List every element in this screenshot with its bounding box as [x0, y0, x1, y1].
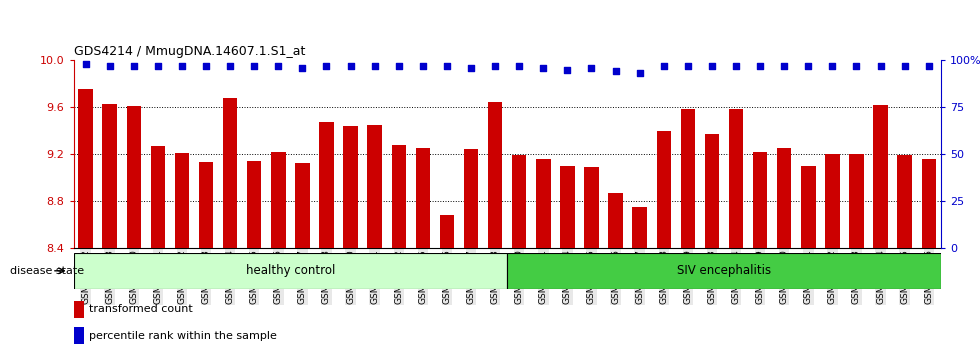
Bar	[705, 134, 719, 248]
Point	[897, 63, 912, 69]
Point	[728, 63, 744, 69]
Bar	[561, 166, 574, 248]
Point	[512, 63, 527, 69]
Text: transformed count: transformed count	[88, 304, 192, 314]
Bar	[368, 125, 382, 248]
Point	[608, 69, 623, 74]
Bar	[512, 155, 526, 248]
Point	[584, 65, 600, 70]
Point	[343, 63, 359, 69]
Point	[391, 63, 407, 69]
Bar	[508, 253, 941, 289]
Bar	[657, 131, 671, 248]
Bar	[78, 90, 93, 248]
Bar	[921, 159, 936, 248]
Bar	[126, 106, 141, 248]
Point	[704, 63, 719, 69]
Bar	[777, 148, 792, 248]
Point	[801, 63, 816, 69]
Bar	[632, 207, 647, 248]
Bar	[873, 105, 888, 248]
Bar	[174, 153, 189, 248]
Bar	[729, 109, 743, 248]
Point	[776, 63, 792, 69]
Point	[295, 65, 311, 70]
Point	[270, 63, 286, 69]
Point	[198, 63, 214, 69]
Bar	[801, 166, 815, 248]
Bar	[850, 154, 863, 248]
Bar	[825, 154, 840, 248]
Point	[535, 65, 551, 70]
Point	[318, 63, 334, 69]
Point	[150, 63, 166, 69]
Bar	[222, 98, 237, 248]
Text: disease state: disease state	[10, 266, 84, 276]
Bar	[151, 146, 165, 248]
Point	[222, 63, 238, 69]
Point	[102, 63, 118, 69]
Point	[487, 63, 503, 69]
Point	[632, 70, 648, 76]
Bar	[488, 102, 503, 248]
Bar	[680, 109, 695, 248]
Bar	[440, 215, 454, 248]
Bar	[74, 301, 84, 318]
Point	[560, 67, 575, 72]
Bar	[74, 253, 508, 289]
Point	[753, 63, 768, 69]
Bar	[295, 163, 310, 248]
Point	[367, 63, 382, 69]
Point	[824, 63, 840, 69]
Bar	[464, 149, 478, 248]
Point	[464, 65, 479, 70]
Point	[125, 63, 141, 69]
Bar	[271, 152, 285, 248]
Bar	[753, 152, 767, 248]
Bar	[416, 148, 430, 248]
Bar	[102, 104, 117, 248]
Point	[680, 63, 696, 69]
Point	[77, 61, 93, 67]
Bar	[536, 159, 551, 248]
Text: percentile rank within the sample: percentile rank within the sample	[88, 331, 276, 341]
Bar	[898, 155, 912, 248]
Bar	[392, 144, 406, 248]
Point	[246, 63, 262, 69]
Point	[174, 63, 190, 69]
Point	[849, 63, 864, 69]
Point	[415, 63, 430, 69]
Text: healthy control: healthy control	[246, 264, 335, 277]
Bar	[199, 162, 214, 248]
Point	[921, 63, 937, 69]
Bar	[247, 161, 262, 248]
Bar	[74, 327, 84, 344]
Bar	[319, 122, 333, 248]
Bar	[343, 126, 358, 248]
Point	[656, 63, 671, 69]
Text: GDS4214 / MmugDNA.14607.1.S1_at: GDS4214 / MmugDNA.14607.1.S1_at	[74, 45, 305, 58]
Text: SIV encephalitis: SIV encephalitis	[677, 264, 771, 277]
Point	[873, 63, 889, 69]
Bar	[584, 167, 599, 248]
Point	[439, 63, 455, 69]
Bar	[609, 193, 623, 248]
